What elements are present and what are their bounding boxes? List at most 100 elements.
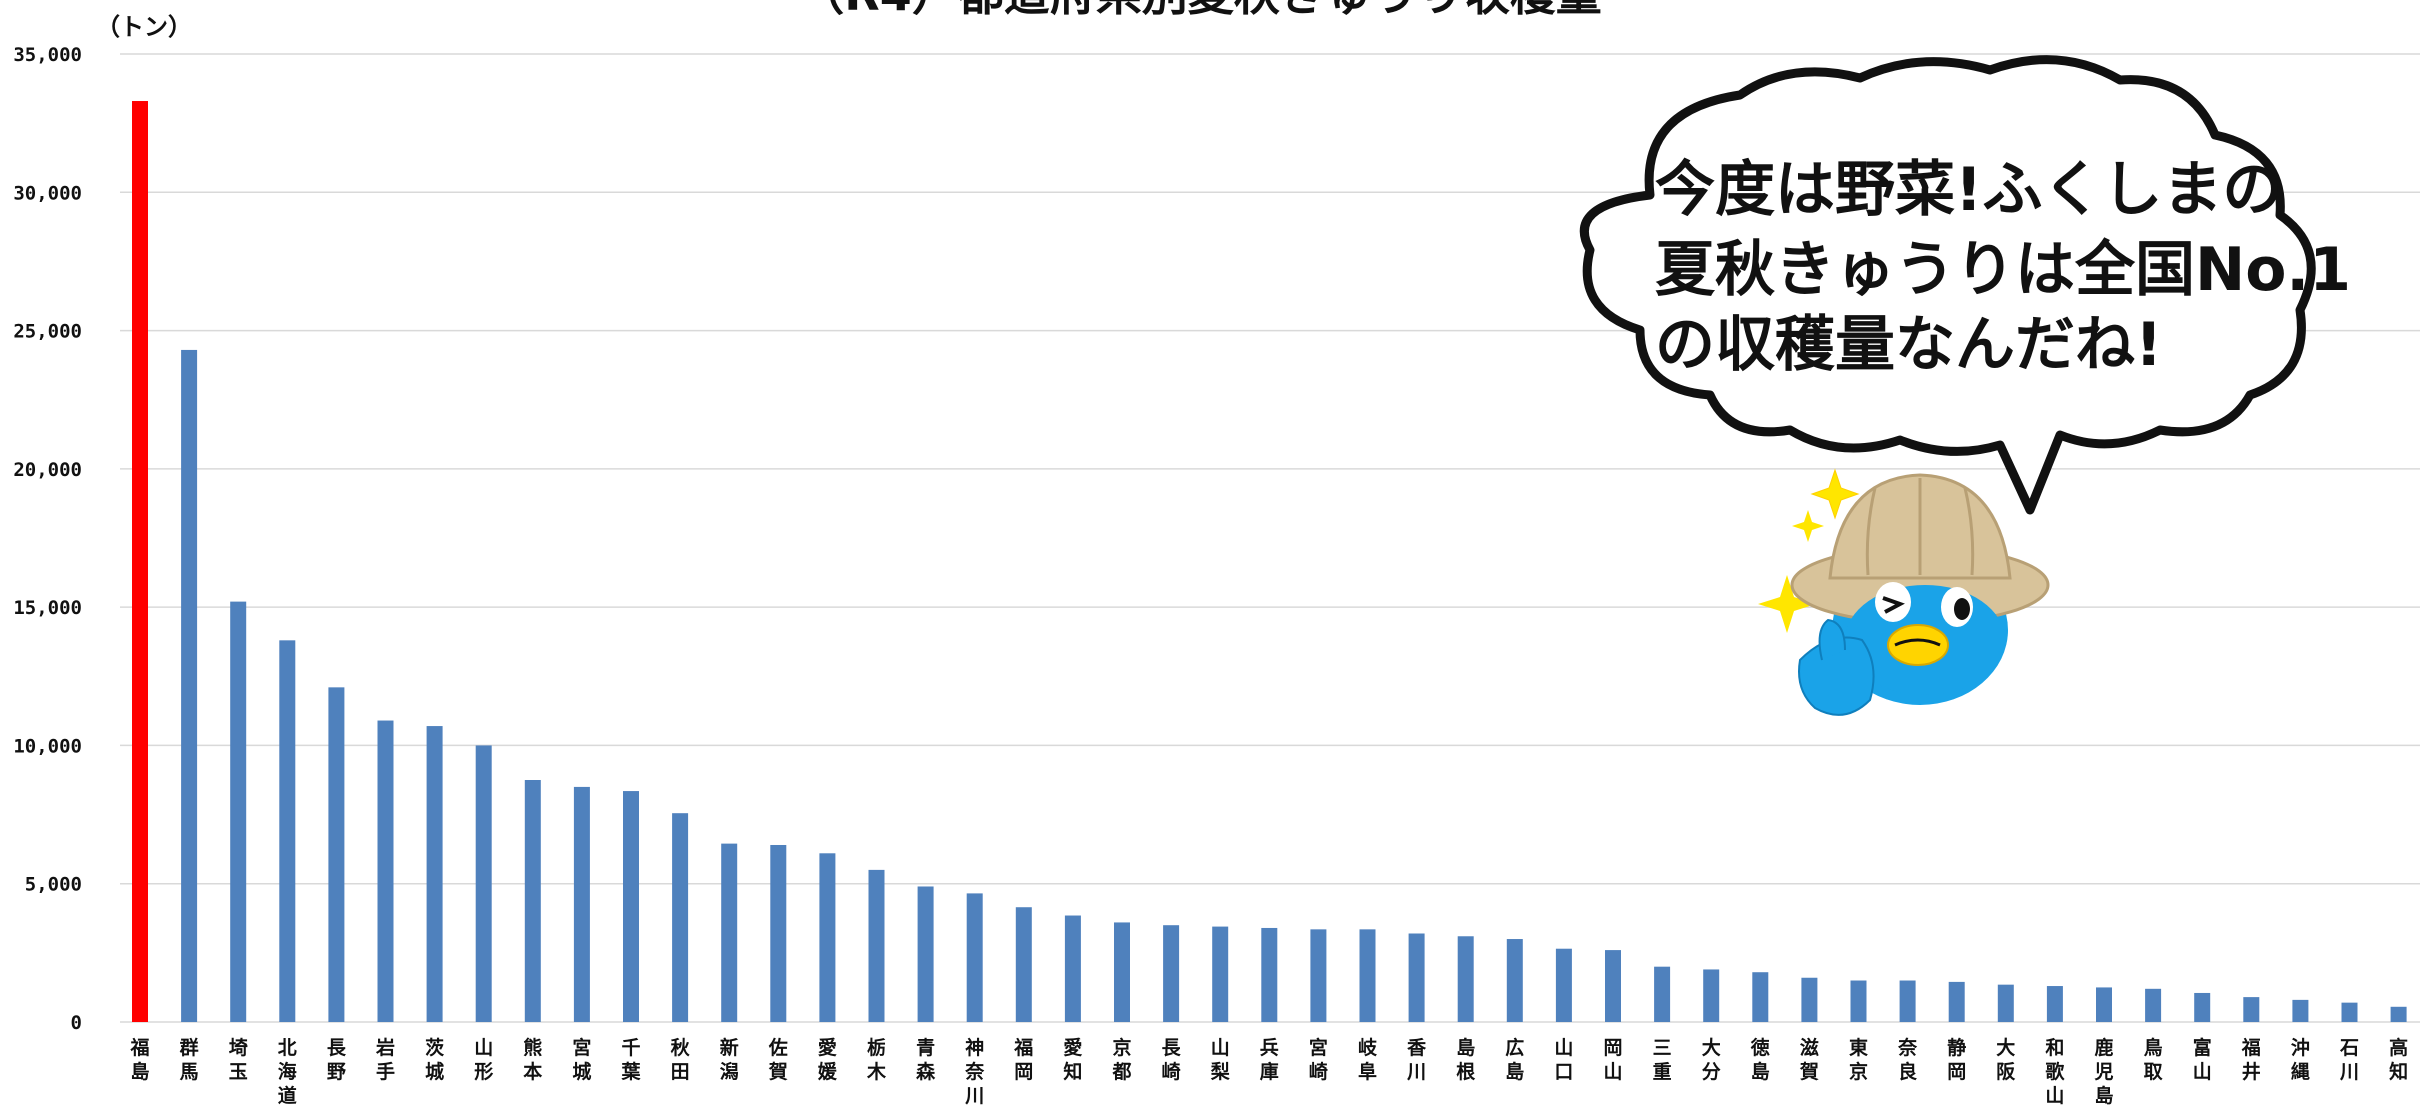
bar: [770, 844, 787, 1022]
x-tick-label: 大分: [1702, 1036, 1721, 1083]
x-tick-label: 長野: [327, 1037, 347, 1083]
x-tick-label: 島根: [1456, 1036, 1475, 1083]
x-tick-label: 山形: [474, 1037, 493, 1083]
x-tick-label: 兵庫: [1260, 1037, 1279, 1083]
x-tick-label: 神奈川: [964, 1036, 985, 1107]
bar: [1064, 915, 1081, 1022]
x-tick-label: 福岡: [1013, 1036, 1033, 1083]
x-tick-label: 千葉: [620, 1037, 641, 1083]
sparkle-icon: [1792, 510, 1824, 542]
bar: [2194, 992, 2211, 1022]
bar: [1408, 933, 1425, 1022]
x-tick-label: 鳥取: [2144, 1036, 2163, 1083]
bar: [1850, 980, 1867, 1022]
x-tick-label: 奈良: [1897, 1036, 1918, 1083]
y-tick-label: 0: [71, 1012, 82, 1034]
bar: [2390, 1006, 2407, 1022]
bubble-line-2: 夏秋きゅうりは全国No.1: [1655, 235, 2351, 305]
bar: [966, 893, 983, 1022]
x-tick-label: 秋田: [671, 1036, 691, 1083]
chart-title: （R4）都道府県別夏秋きゅうり収穫量: [798, 0, 1601, 21]
x-tick-label: 広島: [1505, 1036, 1524, 1083]
y-axis-ticks: 0 5,000 10,000 15,000 20,000 25,000 30,000 35,0…: [13, 44, 82, 1034]
bar: [1703, 969, 1720, 1022]
bar: [426, 726, 443, 1022]
bar: [2096, 987, 2112, 1022]
bar: [573, 786, 590, 1022]
bar: [1555, 948, 1572, 1022]
x-tick-label: 宮崎: [1309, 1036, 1328, 1083]
bar: [1359, 929, 1376, 1022]
bar: [2292, 999, 2309, 1022]
bars: [132, 101, 2407, 1023]
bar: [672, 813, 689, 1022]
gridlines: [120, 53, 2420, 1023]
bar: [2243, 997, 2260, 1022]
x-tick-label: 岐阜: [1358, 1037, 1378, 1083]
x-tick-label: 沖縄: [2291, 1036, 2310, 1083]
x-tick-label: 埼玉: [229, 1036, 248, 1083]
y-axis-unit-label: （トン）: [96, 13, 192, 41]
x-tick-label: 山口: [1554, 1037, 1573, 1083]
x-tick-label: 熊本: [523, 1036, 542, 1083]
x-tick-label: 茨城: [425, 1036, 444, 1083]
bar: [1605, 950, 1621, 1022]
x-tick-label: 富山: [2193, 1036, 2212, 1083]
bar: [1457, 936, 1474, 1022]
sparkle-icon: [1810, 468, 1860, 520]
bar: [1801, 977, 1818, 1022]
bubble-line-3: の収穫量なんだね!: [1655, 310, 2162, 380]
bar: [181, 349, 198, 1023]
x-tick-label: 愛媛: [817, 1037, 838, 1083]
y-tick-label: 10,000: [13, 735, 82, 757]
x-tick-label: 滋賀: [1799, 1036, 1819, 1083]
bubble-line-1: 今度は野菜!ふくしまの: [1655, 155, 2282, 225]
bar: [721, 843, 738, 1022]
bar: [1752, 972, 1769, 1022]
bar: [623, 791, 639, 1022]
x-tick-label: 福島: [129, 1036, 149, 1083]
bar: [1015, 907, 1032, 1022]
y-tick-label: 30,000: [13, 182, 82, 204]
bar: [1212, 926, 1229, 1022]
sparkle-icon: [1758, 575, 1816, 633]
y-tick-label: 15,000: [13, 597, 82, 619]
y-tick-label: 5,000: [25, 874, 82, 896]
bar: [377, 720, 394, 1022]
bar: [1163, 925, 1180, 1022]
x-tick-label: 福井: [2241, 1036, 2261, 1083]
bar: [1506, 939, 1523, 1022]
x-tick-label: 岡山: [1603, 1037, 1622, 1083]
bar: [1997, 984, 2014, 1022]
x-tick-label: 和歌山: [2045, 1036, 2065, 1107]
x-tick-label: 京都: [1111, 1036, 1131, 1083]
y-tick-label: 20,000: [13, 459, 82, 481]
bar: [1310, 929, 1327, 1022]
x-tick-label: 栃木: [866, 1036, 887, 1083]
x-tick-label: 高知: [2389, 1036, 2408, 1083]
bar: [279, 640, 296, 1022]
x-tick-label: 北海道: [278, 1037, 297, 1107]
bar: [1654, 966, 1671, 1022]
mascot-bird-icon: [1758, 468, 2050, 716]
bar: [328, 687, 345, 1022]
bar: [475, 745, 492, 1022]
x-tick-label: 石川: [2339, 1037, 2359, 1083]
y-tick-label: 25,000: [13, 321, 82, 343]
x-tick-label: 香川: [1406, 1037, 1427, 1083]
bar: [2341, 1002, 2358, 1022]
bar: [230, 601, 247, 1022]
bar: [819, 853, 836, 1022]
bar: [1114, 922, 1130, 1022]
x-tick-label: 鹿児島: [2093, 1036, 2113, 1107]
bar: [132, 101, 148, 1022]
bar: [868, 869, 885, 1022]
x-tick-label: 大阪: [1996, 1036, 2016, 1083]
x-tick-label: 三重: [1653, 1037, 1672, 1083]
bar: [2145, 988, 2162, 1022]
x-tick-label: 佐賀: [768, 1036, 788, 1083]
x-tick-label: 徳島: [1750, 1036, 1770, 1083]
y-tick-label: 35,000: [13, 44, 82, 66]
